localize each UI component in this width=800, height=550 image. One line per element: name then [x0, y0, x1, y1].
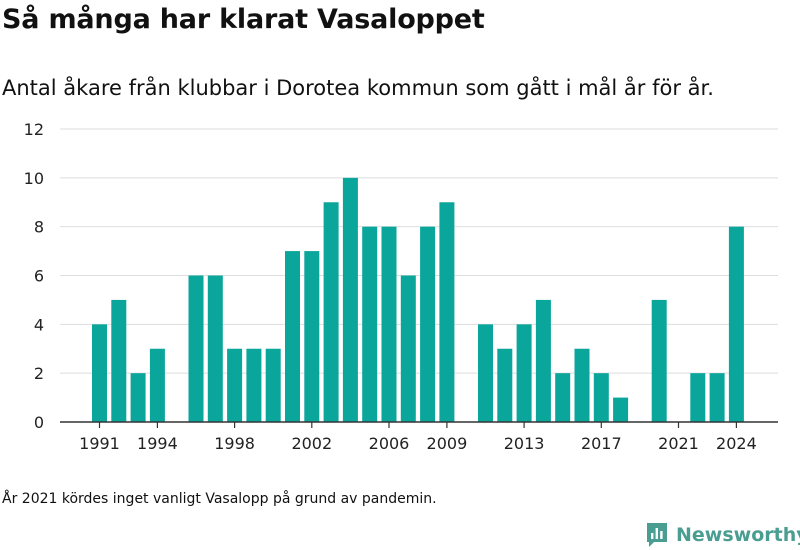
bar-2012 — [497, 348, 513, 422]
newsworthy-logo-icon — [647, 523, 667, 547]
bar-2007 — [400, 275, 416, 422]
x-tick-label: 2009 — [427, 434, 468, 453]
bar-2006 — [381, 226, 397, 422]
bar-2015 — [555, 373, 571, 422]
x-tick-label: 2006 — [369, 434, 410, 453]
y-tick-label: 0 — [34, 413, 44, 432]
x-tick-label: 2017 — [581, 434, 622, 453]
bar-1993 — [130, 373, 146, 422]
x-tick-label: 2024 — [716, 434, 757, 453]
y-axis: 0 2 4 6 8 10 12 — [24, 120, 44, 432]
x-tick-label: 1994 — [137, 434, 178, 453]
brand-name: Newsworthy — [676, 524, 800, 546]
bar-1991 — [92, 324, 107, 422]
bar-2004 — [342, 177, 358, 422]
footnote: År 2021 kördes inget vanligt Vasalopp på… — [2, 491, 437, 507]
x-tick-label: 2002 — [291, 434, 332, 453]
y-tick-label: 10 — [24, 169, 44, 188]
bar-2001 — [285, 251, 300, 422]
bar-2005 — [362, 226, 378, 422]
x-tick-label: 2021 — [658, 434, 699, 453]
chart-subtitle: Antal åkare från klubbar i Dorotea kommu… — [2, 76, 714, 100]
bar-2020 — [651, 299, 667, 422]
bar-2009 — [439, 202, 455, 422]
y-tick-label: 2 — [34, 364, 44, 383]
bar-1994 — [149, 348, 165, 422]
bar-2023 — [709, 373, 725, 422]
bars — [92, 177, 744, 422]
bar-2024 — [728, 226, 744, 422]
bar-2022 — [690, 373, 706, 422]
chart-title: Så många har klarat Vasaloppet — [2, 4, 485, 35]
x-axis: 1991 1994 1998 2002 2006 2009 2013 2017 2021 2024 — [60, 421, 778, 453]
bar-1996 — [188, 275, 204, 422]
bar-2013 — [516, 324, 532, 422]
bar-2008 — [420, 226, 436, 422]
y-tick-label: 12 — [24, 120, 44, 139]
brand: Newsworthy — [646, 521, 800, 549]
y-tick-label: 8 — [34, 218, 44, 237]
y-tick-label: 4 — [34, 315, 44, 334]
bar-2016 — [574, 348, 590, 422]
bar-chart: 0 2 4 6 8 10 12 1991 1994 1998 2002 2006 2009 2013 20… — [24, 120, 778, 453]
bar-2018 — [613, 397, 629, 422]
bar-2000 — [265, 348, 281, 422]
bar-2011 — [478, 324, 493, 422]
y-tick-label: 6 — [34, 267, 44, 286]
bar-2014 — [535, 299, 551, 422]
bar-1999 — [246, 348, 262, 422]
bar-1998 — [227, 348, 243, 422]
bar-1992 — [111, 299, 127, 422]
bar-2003 — [323, 202, 339, 422]
bar-2002 — [304, 251, 320, 422]
gridlines — [60, 128, 778, 374]
bar-2017 — [593, 373, 609, 422]
x-tick-label: 2013 — [504, 434, 545, 453]
x-tick-label: 1991 — [79, 434, 120, 453]
x-tick-label: 1998 — [214, 434, 255, 453]
bar-1997 — [207, 275, 223, 422]
